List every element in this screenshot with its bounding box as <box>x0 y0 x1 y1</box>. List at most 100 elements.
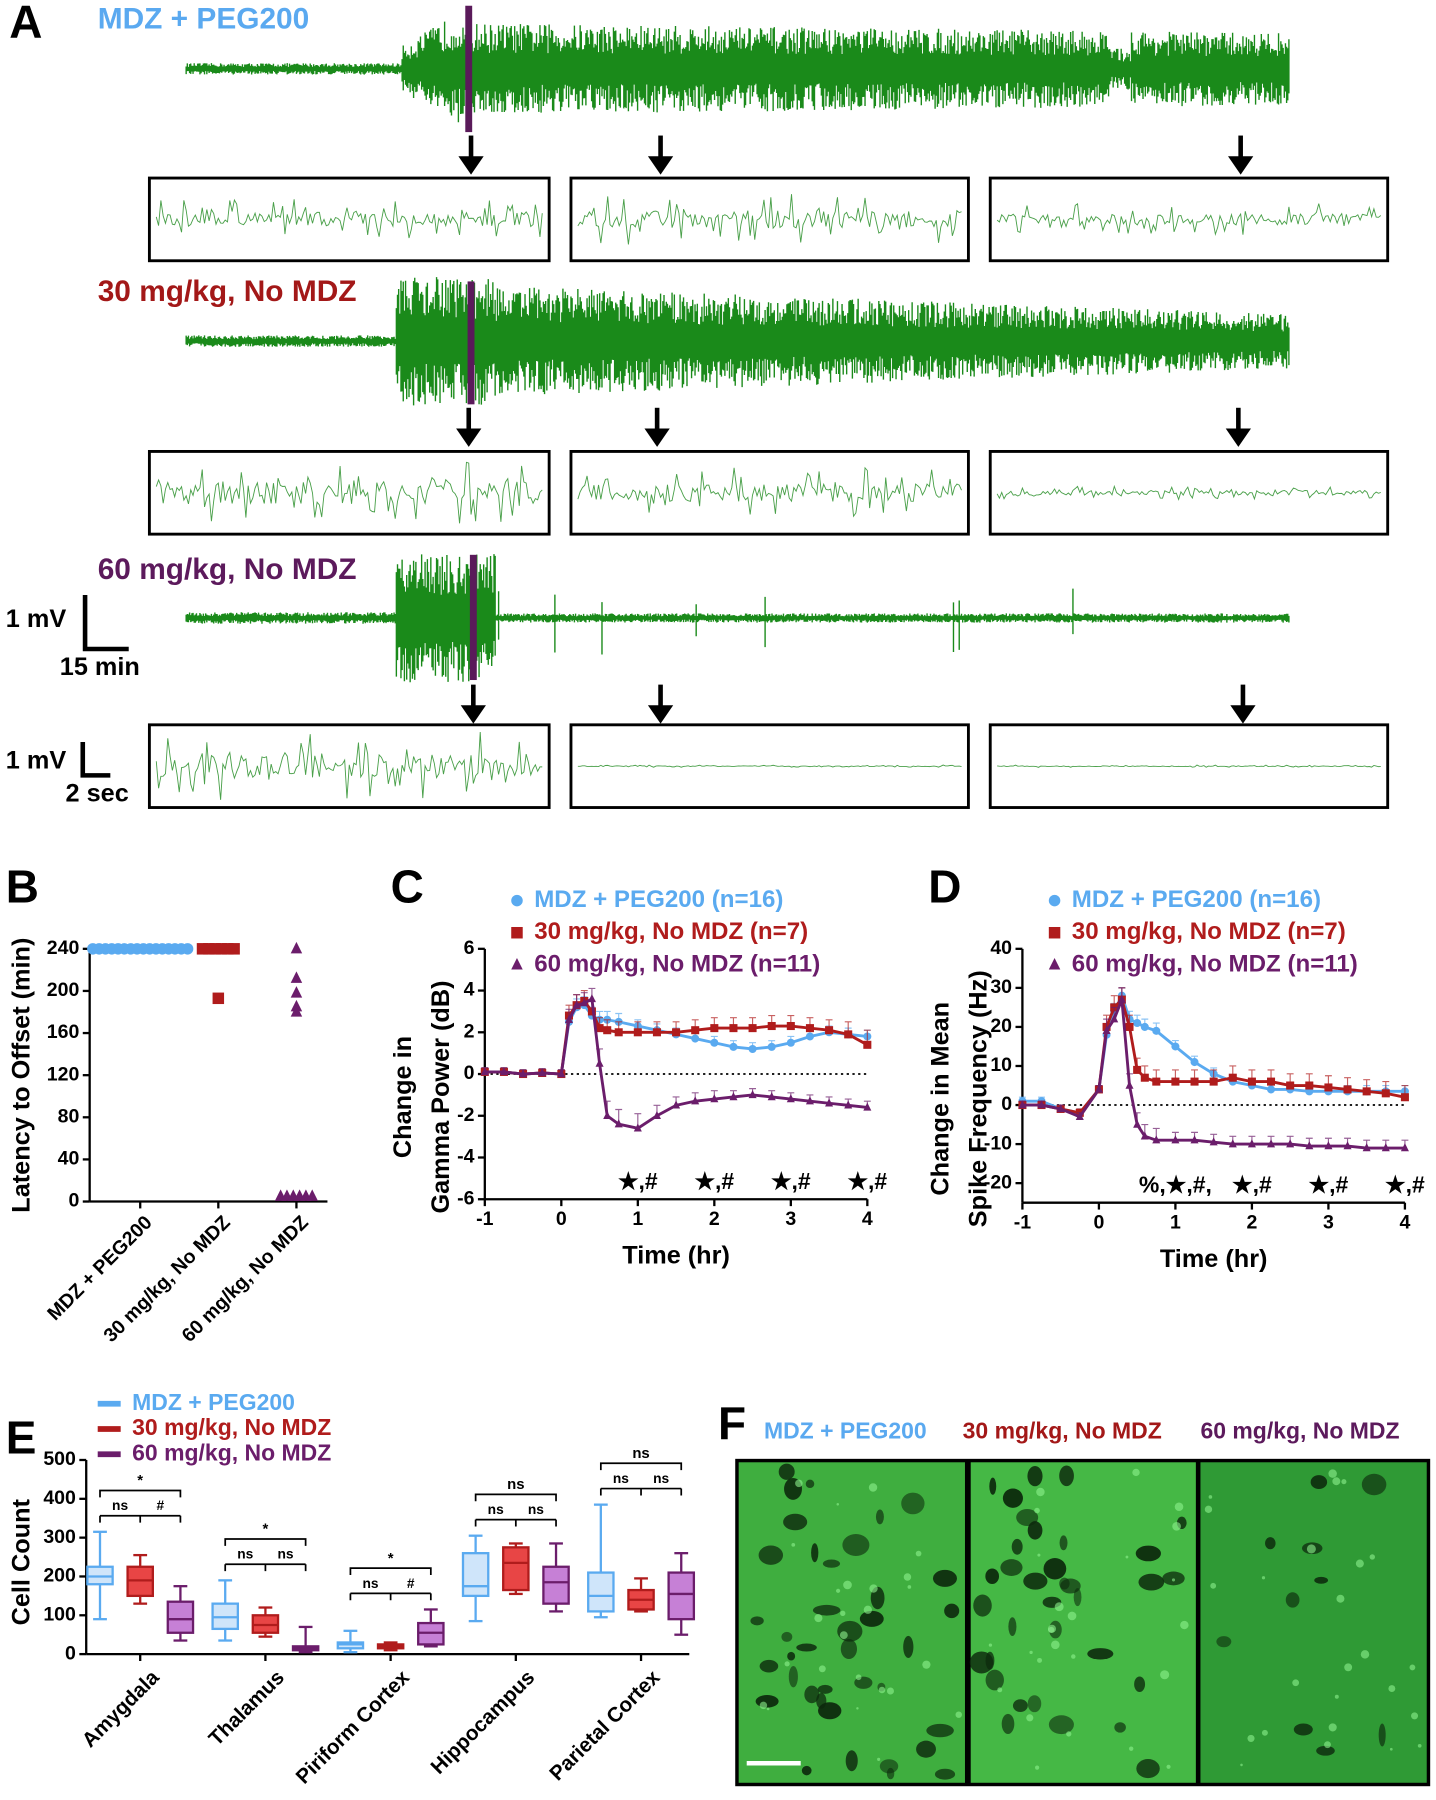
y-axis-label: Latency to Offset (min) <box>8 938 36 1213</box>
arrow-head <box>1225 428 1251 447</box>
significance-label: ns <box>613 1471 629 1486</box>
marker <box>290 941 303 954</box>
trace-detail <box>155 461 543 524</box>
cell <box>1361 1473 1387 1496</box>
x-tick-label: 1 <box>632 1208 643 1230</box>
trace-box <box>988 176 1390 263</box>
bracket <box>474 1493 557 1502</box>
trace-detail <box>155 198 543 239</box>
marker <box>1190 1077 1199 1086</box>
marker <box>1305 1081 1314 1090</box>
cell <box>1023 1572 1048 1590</box>
legend-label: 30 mg/kg, No MDZ (n=7) <box>534 918 808 945</box>
y-tick-label: 100 <box>43 1603 76 1625</box>
cell <box>1134 1676 1146 1693</box>
scale-time: 15 min <box>60 653 140 681</box>
marker <box>572 1000 581 1009</box>
marker <box>603 1026 612 1035</box>
cell-bright <box>1026 1714 1034 1722</box>
marker <box>863 1102 872 1111</box>
arrow-head <box>1230 705 1256 724</box>
trace-detail <box>997 764 1381 768</box>
scale-bar <box>80 742 111 778</box>
y-tick-label: 4 <box>464 979 475 1001</box>
y-axis-label: Change in <box>389 1036 417 1158</box>
arrow-head <box>644 428 670 447</box>
cell <box>755 1694 779 1708</box>
injection-marker <box>465 5 473 133</box>
cell-bright <box>1029 1650 1033 1655</box>
cell-bright <box>1292 1679 1300 1687</box>
x-tick-label: -1 <box>1014 1212 1031 1234</box>
y-tick-label: 40 <box>990 937 1012 959</box>
cell <box>985 1669 1004 1691</box>
cell-bright <box>1261 1576 1266 1580</box>
cell <box>1378 1723 1386 1747</box>
cell-bright <box>1240 1763 1243 1767</box>
significance-label: ns <box>362 1576 378 1591</box>
cell-bright <box>915 1550 922 1557</box>
marker <box>1381 1143 1390 1152</box>
arrow-head <box>456 428 482 447</box>
marker <box>1048 926 1061 939</box>
cell <box>840 1638 857 1660</box>
y-tick-label: 10 <box>990 1054 1012 1076</box>
marker <box>672 1100 681 1109</box>
marker <box>805 1096 814 1105</box>
x-tick-label: Piriform Cortex <box>292 1666 415 1789</box>
trace-detail <box>996 484 1381 501</box>
significance-label: ns <box>632 1445 649 1462</box>
cell <box>1285 1592 1300 1608</box>
marker <box>1286 1081 1295 1090</box>
legend-label: MDZ + PEG200 <box>132 1389 295 1415</box>
cell <box>875 1509 884 1525</box>
marker <box>1125 1080 1134 1089</box>
cell-bright <box>818 1665 826 1673</box>
y-tick-label: 160 <box>47 1021 80 1043</box>
x-tick-label: Amygdala <box>78 1666 164 1752</box>
marker <box>511 958 523 970</box>
panel-label: E <box>6 1412 37 1464</box>
arrow-head <box>647 156 674 175</box>
cell <box>1027 1695 1042 1713</box>
marker <box>767 1022 776 1031</box>
marker <box>1362 1087 1371 1096</box>
trace-detail <box>996 202 1382 237</box>
box <box>542 1565 570 1605</box>
trace-detail <box>577 764 962 768</box>
x-tick-label: Hippocampus <box>426 1666 539 1779</box>
annotation: ★,# <box>1385 1172 1425 1198</box>
marker <box>538 1068 547 1077</box>
marker <box>181 943 194 955</box>
cell <box>859 1610 884 1627</box>
marker <box>196 943 209 955</box>
cell-bright <box>839 1631 848 1640</box>
cell-bright <box>988 1643 993 1647</box>
scale-amplitude: 1 mV <box>6 605 67 633</box>
marker <box>710 1038 719 1047</box>
cell <box>926 1723 954 1738</box>
marker <box>1267 1085 1276 1094</box>
cell-bright <box>1160 1670 1170 1680</box>
cell-bright <box>1328 1723 1337 1732</box>
marker <box>1048 894 1061 907</box>
annotation: ★,# <box>1232 1172 1272 1198</box>
cell-bright <box>1180 1620 1189 1630</box>
cell <box>1012 1699 1028 1713</box>
marker <box>1152 1135 1161 1144</box>
y-tick-label: 80 <box>58 1105 80 1127</box>
annotation: ★,# <box>694 1168 734 1194</box>
cell-bright <box>1034 1507 1040 1514</box>
cell-bright <box>814 1614 823 1623</box>
marker <box>633 1028 642 1037</box>
bracket <box>224 1563 307 1572</box>
cell-bright <box>855 1674 862 1681</box>
cell <box>903 1635 914 1659</box>
y-tick-label: 200 <box>43 1565 76 1587</box>
significance-label: * <box>137 1472 143 1489</box>
panel-label: B <box>6 860 39 912</box>
marker <box>1305 1141 1314 1150</box>
significance-label: ns <box>653 1471 669 1486</box>
